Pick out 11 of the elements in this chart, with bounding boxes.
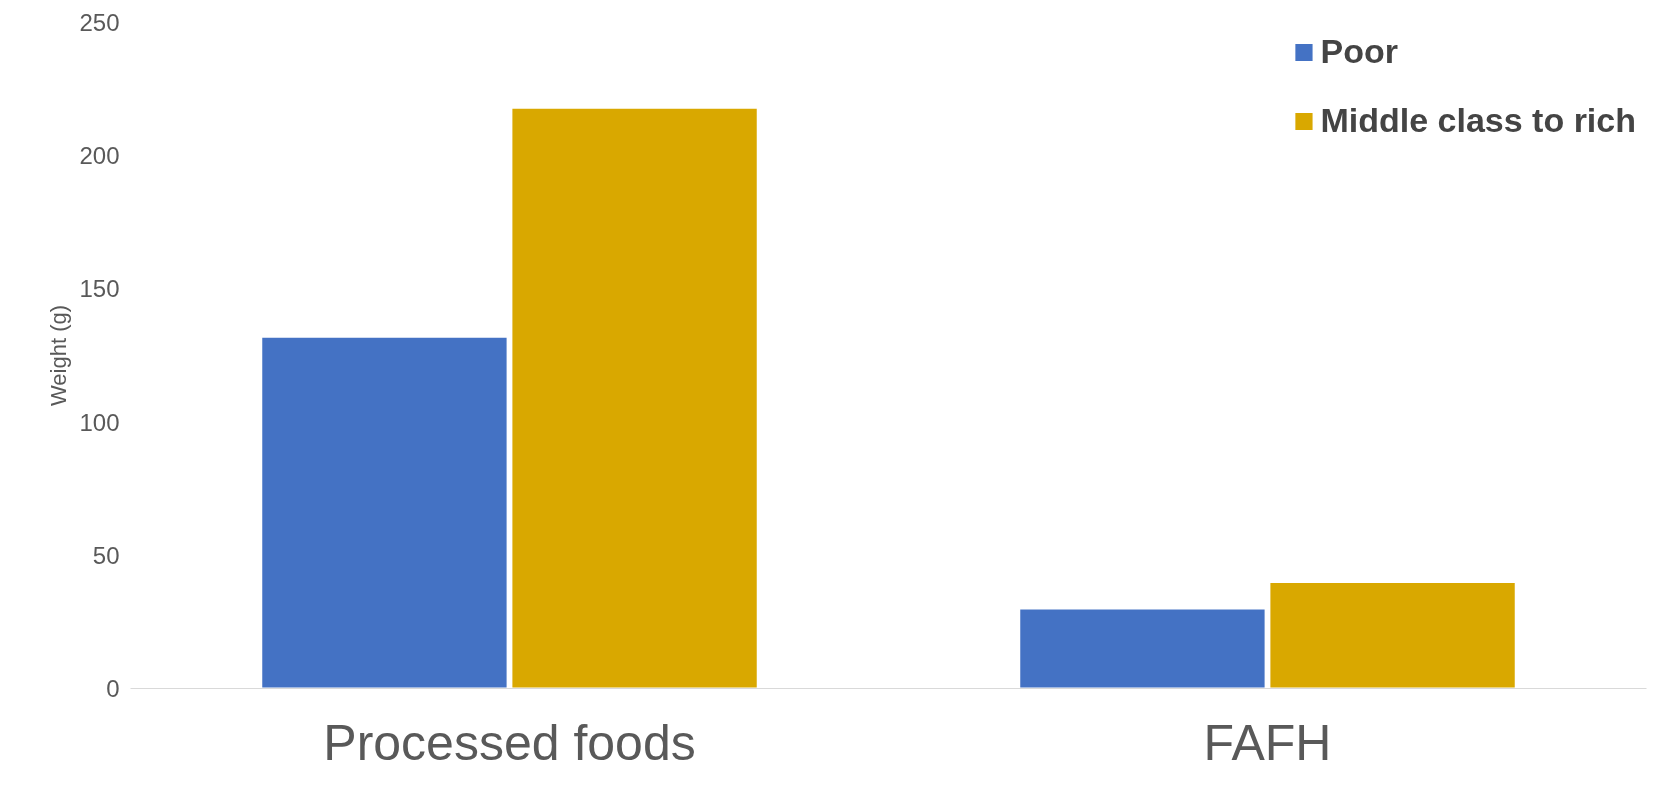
y-tick-label: 50 [92, 541, 120, 569]
y-axis-title: Weight (g) [46, 304, 72, 407]
y-tick-label: 0 [106, 675, 120, 702]
legend-label: Middle class to rich [1320, 101, 1636, 140]
y-tick-label: 100 [79, 408, 120, 436]
y-tick-label: 200 [79, 142, 120, 170]
y-tick-label: 250 [79, 9, 120, 36]
legend-label: Poor [1320, 32, 1398, 71]
x-tick-label: Processed foods [323, 714, 696, 771]
y-tick-label: 150 [79, 275, 120, 303]
x-tick-label: FAFH [1203, 714, 1332, 771]
